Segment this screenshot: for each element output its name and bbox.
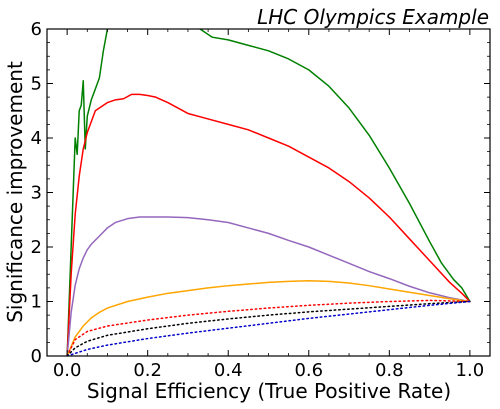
x-axis-label: Signal Efficiency (True Positive Rate) bbox=[87, 379, 451, 403]
series-line-7 bbox=[66, 300, 471, 356]
y-axis-label: Significance improvement bbox=[3, 61, 27, 323]
y-tick-label: 0 bbox=[31, 346, 42, 367]
x-tick-label: 0.2 bbox=[133, 360, 162, 381]
y-tick-label: 3 bbox=[31, 183, 42, 204]
chart-title: LHC Olympics Example bbox=[257, 5, 489, 29]
y-tick-label: 5 bbox=[31, 74, 42, 95]
series-line-6 bbox=[66, 300, 471, 356]
y-tick-label: 1 bbox=[31, 292, 42, 313]
x-tick-label: 0.4 bbox=[214, 360, 243, 381]
plot-frame bbox=[46, 28, 491, 357]
y-tick-label: 2 bbox=[31, 237, 42, 258]
x-tick-label: 1.0 bbox=[456, 360, 485, 381]
series-layer bbox=[66, 29, 471, 356]
y-tick-label: 4 bbox=[31, 128, 42, 149]
series-line-1 bbox=[66, 29, 471, 356]
series-line-3 bbox=[66, 216, 471, 356]
series-line-4 bbox=[66, 280, 471, 356]
tick-layer: 0.0 0.2 0.4 0.6 0.8 1.0 0 1 2 3 4 5 6 bbox=[31, 19, 491, 381]
series-line-2 bbox=[66, 93, 471, 356]
y-tick-label: 6 bbox=[31, 19, 42, 40]
x-tick-label: 0.8 bbox=[375, 360, 404, 381]
x-tick-label: 0.0 bbox=[53, 360, 82, 381]
series-line-5 bbox=[66, 299, 471, 356]
x-tick-label: 0.6 bbox=[294, 360, 323, 381]
